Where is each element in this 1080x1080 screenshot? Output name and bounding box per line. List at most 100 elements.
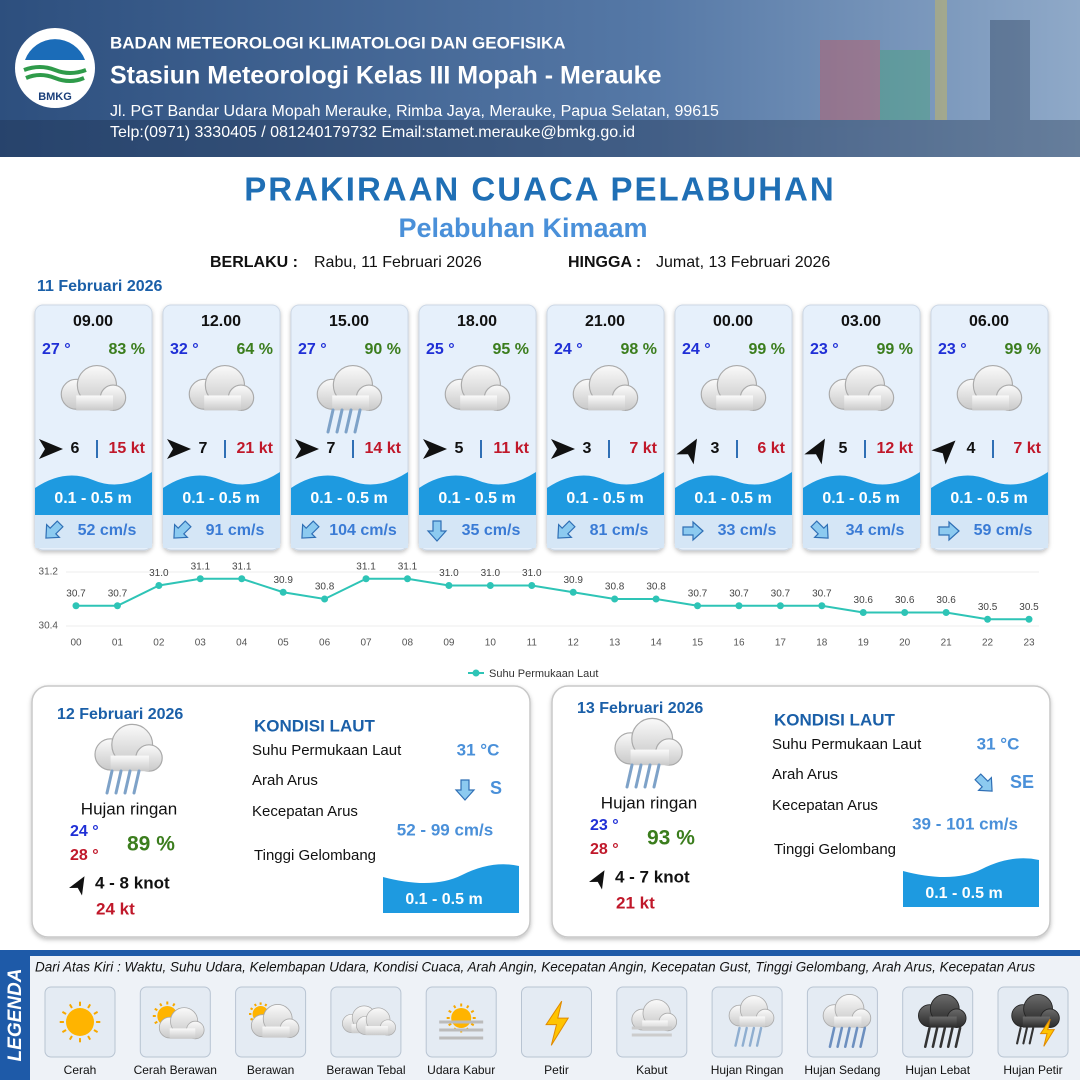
sun-ray [250, 1017, 254, 1021]
legend-item-label: Cerah Berawan [134, 1063, 217, 1077]
value-label: 31.1 [398, 561, 418, 572]
value-label: 30.8 [605, 582, 625, 593]
cloud [1011, 994, 1060, 1029]
title: PRAKIRAAN CUACA PELABUHAN [244, 171, 835, 208]
sst-point [486, 582, 494, 589]
sea-label: Kecepatan Arus [772, 797, 878, 814]
wave-height: 0.1 - 0.5 m [566, 490, 643, 507]
x-tick-label: 16 [733, 638, 745, 649]
sun-ray [466, 1004, 470, 1009]
cloud-base [929, 1016, 957, 1028]
legend-item: Hujan Sedang [804, 986, 880, 1077]
x-tick-label: 06 [319, 638, 331, 649]
sea-title: KONDISI LAUT [254, 716, 376, 735]
sst-point [776, 602, 784, 610]
rain-drop [946, 1026, 954, 1048]
y-tick-label: 31.2 [39, 567, 59, 578]
humidity: 90 % [365, 341, 401, 358]
cloud [828, 364, 895, 411]
x-tick-label: 18 [816, 638, 828, 649]
x-tick-label: 23 [1023, 638, 1035, 649]
x-tick-label: 07 [360, 638, 372, 649]
cloud [572, 364, 639, 411]
wave [419, 472, 536, 515]
legend-item: Berawan Tebal [326, 986, 405, 1077]
time: 03.00 [841, 313, 881, 330]
gust: 14 kt [365, 440, 402, 457]
contact: Telp:(0971) 3330405 / 081240179732 Email… [110, 124, 635, 141]
value-label: 30.9 [273, 575, 293, 586]
value-label: 30.7 [108, 588, 128, 599]
gust: 15 kt [109, 440, 146, 457]
legend-item: Petir [521, 986, 592, 1077]
wave [675, 472, 792, 515]
humidity: 99 % [877, 341, 913, 358]
legend-item-label: Hujan Sedang [804, 1063, 880, 1077]
legend-item: Hujan Ringan [711, 986, 783, 1077]
x-tick-label: 17 [775, 638, 787, 649]
sst: 31 °C [457, 740, 500, 759]
temperature: 27 ° [42, 341, 71, 358]
humidity: 98 % [621, 341, 657, 358]
cloud-base [76, 395, 113, 411]
sun-ray [172, 1002, 176, 1007]
valid-from: Rabu, 11 Februari 2026 [314, 254, 482, 271]
sun-ray [154, 1020, 158, 1025]
wave-height: 0.1 - 0.5 m [310, 490, 387, 507]
legend-item-label: Hujan Petir [1003, 1063, 1062, 1077]
wave-height: 0.1 - 0.5 m [822, 490, 899, 507]
wind-arrow [589, 870, 605, 890]
wave-height: 0.1 - 0.5 m [950, 490, 1027, 507]
sst-point [984, 615, 992, 623]
sst-point [72, 602, 80, 610]
current-speed: 81 cm/s [590, 522, 649, 539]
x-tick-label: 12 [568, 638, 580, 649]
cloud [250, 1004, 300, 1039]
wind-arrow [69, 876, 85, 896]
sst-point [238, 575, 246, 583]
legend-dot [472, 669, 480, 677]
x-tick-label: 14 [651, 638, 663, 649]
current-arrow [557, 520, 576, 539]
value-label: 30.7 [729, 588, 749, 599]
rain-drop [1016, 1026, 1022, 1045]
sea-label: Tinggi Gelombang [774, 841, 896, 858]
humidity: 89 % [127, 833, 175, 856]
wind-arrow [676, 438, 697, 465]
humidity: 93 % [647, 827, 695, 850]
rain-drop [1028, 1026, 1035, 1045]
rain-drop [748, 1026, 756, 1047]
gust: 7 kt [629, 440, 657, 457]
gust: 21 kt [616, 893, 655, 912]
rain-drop [836, 1026, 844, 1048]
rain-drop [625, 763, 634, 789]
sun-ray [68, 1035, 73, 1041]
gust: 11 kt [493, 440, 529, 457]
legend-item-label: Hujan Lebat [905, 1063, 970, 1077]
sun-ray [87, 1035, 92, 1041]
time: 15.00 [329, 313, 369, 330]
time: 06.00 [969, 313, 1009, 330]
wave-height: 0.1 - 0.5 m [925, 885, 1002, 902]
cloud [444, 364, 511, 411]
sun-ray [264, 1003, 268, 1007]
cloud [918, 994, 967, 1029]
current-speed: 34 cm/s [846, 522, 905, 539]
legend-item-label: Cerah [64, 1063, 97, 1077]
wind-speed: 3 [583, 440, 592, 457]
value-label: 31.1 [356, 561, 376, 572]
rain-drop [931, 1026, 939, 1048]
legend-top-bar [0, 950, 1080, 956]
wind-speed: 6 [71, 440, 80, 457]
cloud-base [169, 1028, 196, 1039]
rain-drop [652, 763, 661, 789]
day-date: 13 Februari 2026 [577, 700, 703, 717]
rain-drop [859, 1026, 867, 1048]
wave-box [903, 858, 1039, 907]
temperature: 32 ° [170, 341, 199, 358]
current-speed: 59 cm/s [974, 522, 1033, 539]
sun-ray [448, 1022, 452, 1027]
